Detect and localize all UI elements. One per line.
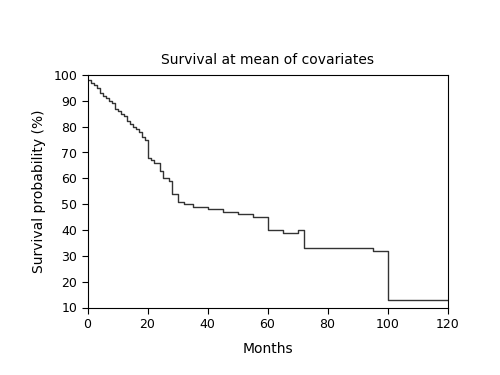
Y-axis label: Survival probability (%): Survival probability (%) — [32, 110, 46, 273]
X-axis label: Months: Months — [242, 342, 293, 356]
Title: Survival at mean of covariates: Survival at mean of covariates — [161, 53, 374, 67]
